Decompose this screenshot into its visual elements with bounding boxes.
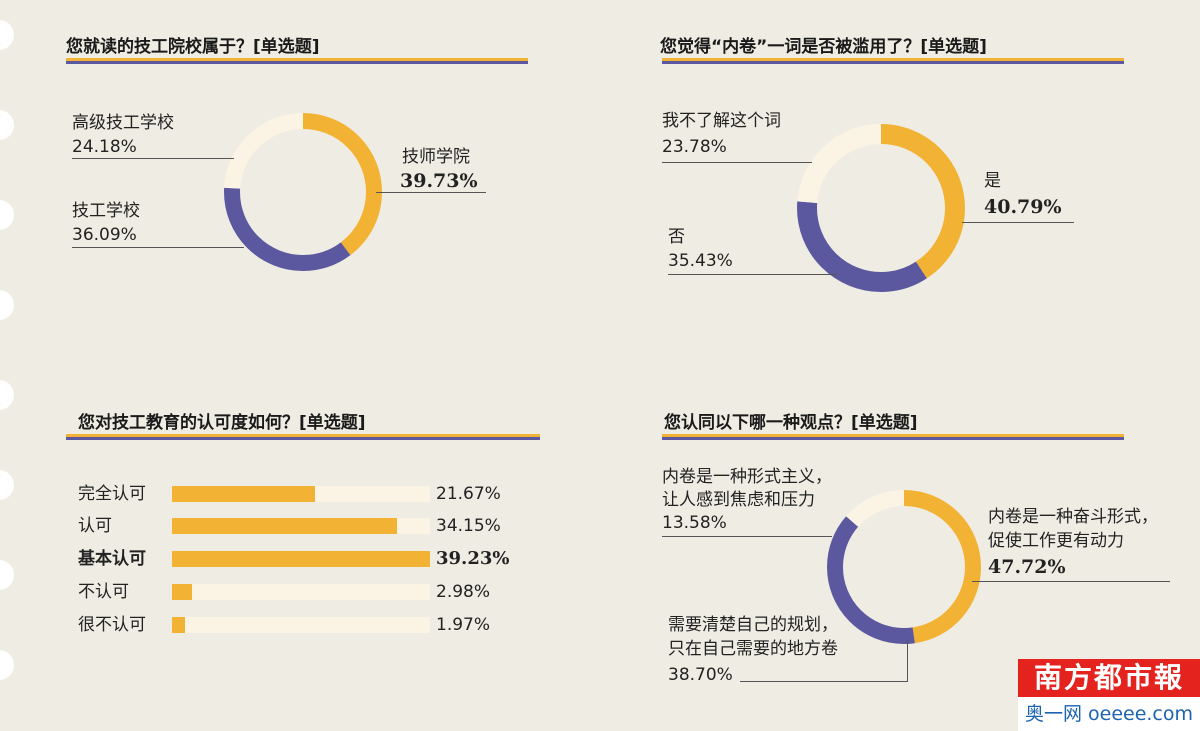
bar-row: 认可 34.15%	[78, 514, 538, 538]
slice-value: 36.09%	[72, 225, 137, 245]
donut-slice-1	[827, 490, 981, 644]
bar-value-label: 2.98%	[436, 582, 491, 602]
slice-label: 技师学院	[402, 147, 470, 167]
slice-label: 否	[668, 227, 685, 247]
chart-title: 您就读的技工院校属于？[单选题]	[66, 37, 320, 57]
slice-label: 让人感到焦虑和压力	[662, 490, 815, 510]
bar-row: 不认可 2.98%	[78, 580, 538, 604]
bar-track	[172, 584, 430, 600]
bar-track	[172, 617, 430, 633]
bar-value-label: 1.97%	[436, 615, 491, 635]
slice-label: 我不了解这个词	[662, 111, 781, 131]
donut-chart	[224, 113, 382, 271]
slice-value: 23.78%	[662, 137, 727, 157]
edge-notch	[0, 650, 14, 680]
leader-line	[972, 581, 1170, 582]
edge-notch	[0, 560, 14, 590]
slice-label: 需要清楚自己的规划，	[668, 615, 838, 635]
donut-chart	[827, 490, 981, 644]
title-rule-gold	[66, 434, 540, 437]
title-rule-gold	[662, 58, 1124, 61]
edge-notch	[0, 290, 14, 320]
slice-value: 40.79%	[984, 196, 1062, 218]
slice-label: 促使工作更有动力	[988, 531, 1124, 551]
edge-notch	[0, 380, 14, 410]
edge-notch	[0, 470, 14, 500]
slice-label: 技工学校	[72, 201, 140, 221]
bar-value-label: 21.67%	[436, 484, 501, 504]
leader-line	[72, 158, 234, 159]
title-rule-purple	[66, 61, 528, 64]
leader-line	[740, 681, 908, 682]
bar-track	[172, 518, 430, 534]
newspaper-logo: 南方都市報	[1018, 659, 1200, 697]
leader-line	[668, 274, 838, 275]
slice-value: 35.43%	[668, 251, 733, 271]
leader-line	[662, 536, 832, 537]
title-rule-gold	[66, 58, 528, 61]
leader-line	[907, 640, 908, 682]
bar	[172, 617, 185, 633]
site-logo: 奥一网 oeeee.com	[1018, 697, 1200, 731]
leader-line	[72, 247, 244, 248]
bar-track	[172, 551, 430, 567]
title-rule-purple	[662, 437, 1124, 440]
chart-title: 您对技工教育的认可度如何？[单选题]	[78, 413, 366, 433]
slice-label: 高级技工学校	[72, 113, 174, 133]
bar-row: 基本认可 39.23%	[78, 547, 538, 571]
leader-line	[376, 192, 486, 193]
slice-value: 24.18%	[72, 137, 137, 157]
slice-label: 是	[984, 171, 1001, 191]
leader-line	[962, 222, 1074, 223]
bar	[172, 584, 192, 600]
bar-category-label: 完全认可	[78, 484, 146, 504]
slice-label: 只在自己需要的地方卷	[668, 639, 838, 659]
bar-category-label: 很不认可	[78, 615, 146, 635]
slice-label: 内卷是一种形式主义，	[662, 467, 832, 487]
edge-notch	[0, 200, 14, 230]
bar-track	[172, 486, 430, 502]
title-rule-purple	[662, 61, 1124, 64]
donut-slice-1	[797, 124, 965, 292]
slice-value: 47.72%	[988, 556, 1066, 578]
bar-row: 完全认可 21.67%	[78, 482, 538, 506]
donut-slice-2	[797, 124, 965, 292]
title-rule-gold	[662, 434, 1124, 437]
bar	[172, 551, 430, 567]
bar	[172, 518, 397, 534]
bar-value-label: 39.23%	[436, 548, 510, 569]
slice-label: 内卷是一种奋斗形式，	[988, 507, 1158, 527]
bar-category-label: 不认可	[78, 582, 129, 602]
donut-slice-2	[827, 490, 981, 644]
donut-slice-1	[224, 113, 382, 271]
bar-category-label: 基本认可	[78, 549, 146, 569]
slice-value: 13.58%	[662, 513, 727, 533]
donut-slice-2	[224, 113, 382, 271]
slice-value: 38.70%	[668, 665, 733, 685]
chart-title: 您觉得“内卷”一词是否被滥用了？[单选题]	[660, 37, 987, 57]
donut-chart	[797, 124, 965, 292]
bar-category-label: 认可	[78, 516, 112, 536]
bar	[172, 486, 315, 502]
leader-line	[662, 162, 812, 163]
bar-row: 很不认可 1.97%	[78, 613, 538, 637]
edge-notch	[0, 110, 14, 140]
bar-value-label: 34.15%	[436, 516, 501, 536]
chart-title: 您认同以下哪一种观点？[单选题]	[664, 413, 918, 433]
edge-notch	[0, 20, 14, 50]
slice-value: 39.73%	[400, 170, 478, 192]
title-rule-purple	[66, 437, 540, 440]
